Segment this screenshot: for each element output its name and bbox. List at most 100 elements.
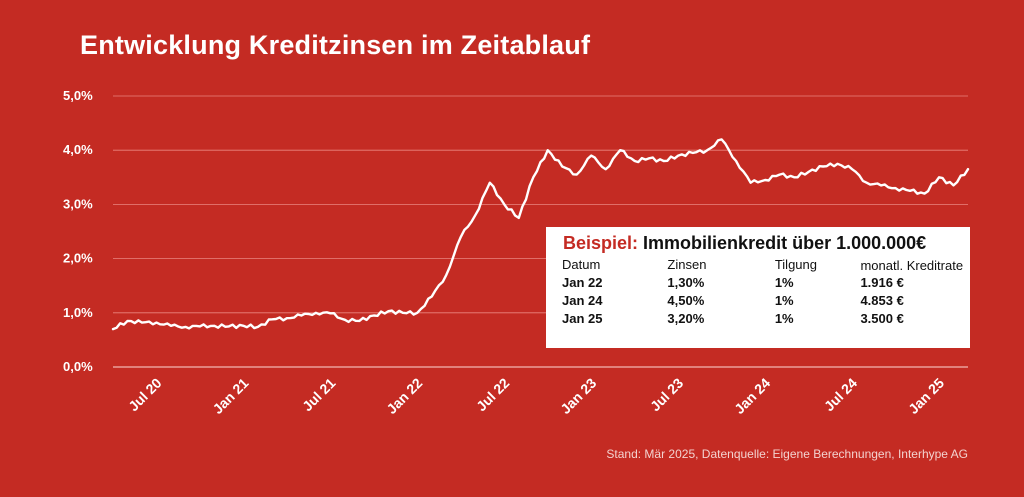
data-point: [474, 214, 477, 217]
data-point: [343, 318, 346, 321]
x-tick-label: Jan 21: [209, 375, 251, 417]
data-point: [749, 181, 752, 184]
data-point: [228, 325, 230, 328]
cell-rate: 4,50%: [667, 293, 705, 308]
table-row: Jan 25 3,20% 1% 3.500 €: [560, 308, 970, 326]
data-point: [735, 160, 738, 162]
data-point: [532, 176, 535, 179]
x-tick-label: Jul 24: [821, 375, 861, 415]
x-tick-label: Jul 23: [647, 375, 687, 415]
data-point: [952, 184, 955, 187]
data-point: [923, 192, 926, 195]
data-point: [648, 157, 651, 160]
y-tick-label: 0,0%: [63, 359, 93, 374]
data-point: [141, 321, 143, 324]
cell-monthly-payment: 4.853 €: [860, 293, 904, 308]
header-rate: Zinsen: [667, 257, 707, 272]
cell-monthly-payment: 3.500 €: [860, 311, 904, 326]
data-point: [865, 181, 868, 184]
data-point: [416, 311, 419, 314]
data-point: [126, 320, 129, 322]
cell-repayment: 1%: [774, 311, 794, 326]
data-point: [633, 160, 636, 162]
data-point: [300, 314, 303, 317]
x-tick-label: Jul 20: [125, 375, 165, 415]
data-point: [271, 318, 274, 321]
data-point: [401, 311, 404, 314]
data-point: [851, 168, 853, 171]
data-point: [184, 325, 187, 328]
data-point: [155, 321, 158, 324]
data-point: [213, 324, 216, 327]
data-point: [285, 317, 288, 320]
data-point: [358, 320, 361, 322]
x-tick-label: Jul 21: [299, 375, 339, 415]
data-point: [387, 310, 390, 313]
data-point: [517, 217, 520, 219]
data-point: [967, 168, 969, 171]
grid-layer: [113, 95, 968, 368]
data-point: [329, 312, 332, 315]
cell-date: Jan 24: [562, 293, 603, 308]
data-point: [764, 179, 767, 181]
data-point: [778, 173, 781, 176]
x-tick-label: Jul 22: [473, 375, 513, 415]
infobox-heading-accent: Beispiel:: [563, 233, 639, 253]
data-point: [604, 168, 607, 171]
data-points: [112, 138, 969, 330]
example-infobox: Beispiel: Immobilienkredit über 1.000.00…: [546, 227, 970, 348]
y-axis-labels: 0,0% 1,0% 2,0% 3,0% 4,0% 5,0%: [63, 88, 93, 374]
chart-title: Entwicklung Kreditzinsen im Zeitablauf: [80, 30, 591, 60]
y-tick-label: 4,0%: [63, 142, 93, 157]
x-tick-label: Jan 22: [383, 375, 425, 417]
y-tick-label: 1,0%: [63, 305, 93, 320]
data-point: [720, 138, 723, 141]
data-point: [257, 325, 259, 328]
data-point: [242, 324, 245, 327]
source-note: Stand: Mär 2025, Datenquelle: Eigene Ber…: [606, 447, 968, 461]
data-point: [822, 165, 824, 168]
cell-monthly-payment: 1.916 €: [860, 275, 904, 290]
y-tick-label: 2,0%: [63, 251, 93, 266]
x-tick-label: Jan 23: [557, 375, 599, 417]
header-date: Datum: [562, 257, 601, 272]
data-point: [314, 311, 317, 314]
data-point: [619, 149, 622, 152]
data-point: [691, 152, 694, 154]
data-point: [372, 314, 375, 317]
data-point: [909, 189, 911, 192]
cell-date: Jan 22: [562, 275, 603, 290]
header-repayment: Tilgung: [774, 257, 817, 272]
data-point: [575, 173, 578, 176]
data-point: [488, 181, 491, 184]
data-point: [590, 154, 593, 157]
table-header-row: Datum Zinsen Tilgung monatl. Kreditrate: [560, 257, 970, 272]
x-tick-label: Jan 25: [905, 375, 947, 417]
data-point: [938, 176, 940, 179]
data-point: [445, 273, 448, 276]
x-tick-label: Jan 24: [731, 375, 773, 417]
data-point: [459, 236, 462, 238]
data-point: [546, 149, 549, 152]
x-axis-labels: Jul 20 Jan 21 Jul 21 Jan 22 Jul 22 Jan 23 Jul …: [125, 375, 947, 417]
example-table: Datum Zinsen Tilgung monatl. Kreditrate …: [560, 257, 970, 326]
data-point: [677, 154, 680, 157]
cell-repayment: 1%: [774, 293, 794, 308]
header-monthly-payment: monatl. Kreditrate: [860, 258, 964, 273]
cell-date: Jan 25: [562, 311, 603, 326]
cell-repayment: 1%: [774, 275, 794, 290]
cell-rate: 3,20%: [667, 311, 705, 326]
data-point: [836, 162, 839, 165]
data-point: [807, 170, 810, 173]
data-point: [880, 184, 882, 187]
interest-rate-line: [111, 138, 970, 331]
data-point: [199, 325, 201, 328]
data-point: [662, 160, 665, 162]
y-tick-label: 3,0%: [63, 196, 93, 211]
data-point: [706, 149, 709, 152]
data-point: [793, 176, 796, 179]
table-row: Jan 24 4,50% 1% 4.853 €: [560, 290, 970, 308]
data-point: [503, 203, 506, 206]
y-tick-label: 5,0%: [63, 88, 93, 103]
data-point: [561, 165, 564, 168]
